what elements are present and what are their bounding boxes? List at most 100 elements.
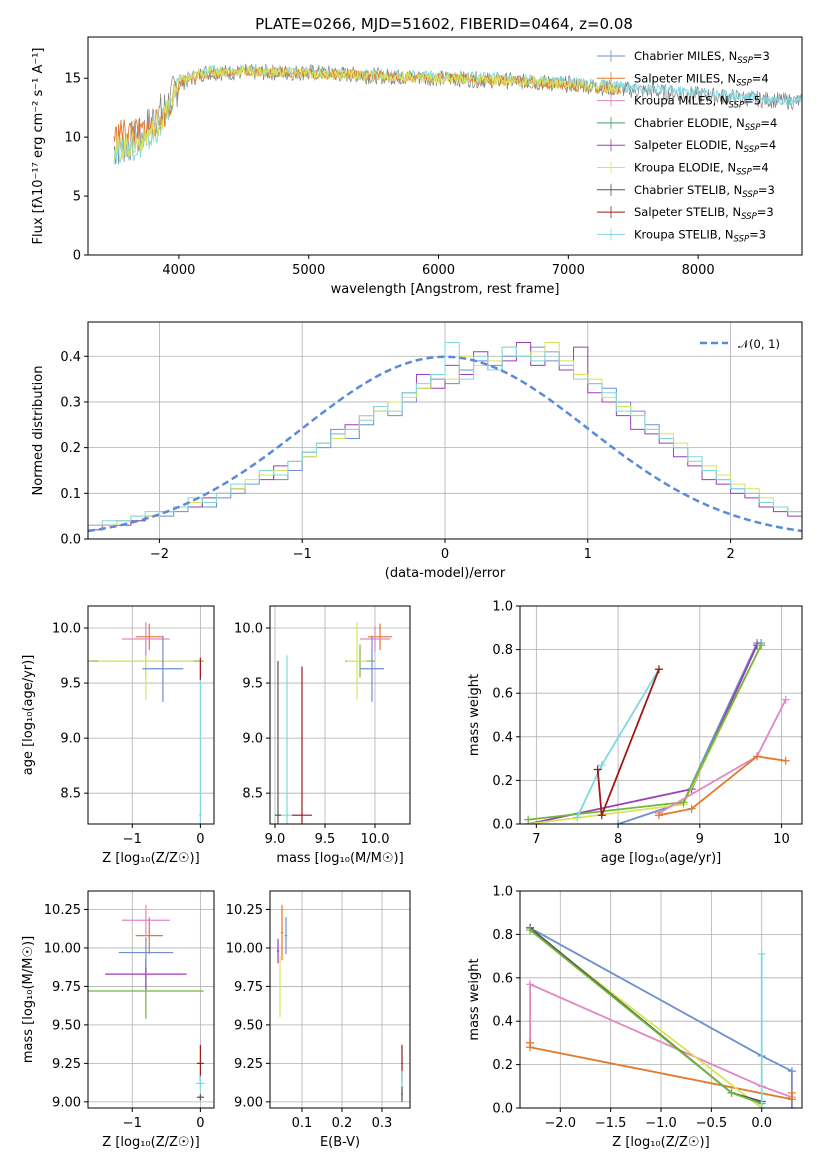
x-tick-label: 10.0 (361, 832, 390, 847)
legend-entry: 𝒩(0, 1) (738, 337, 780, 351)
y-tick-label: 0.2 (492, 1058, 513, 1073)
panel-spectrum: Chabrier MILES, NSSP=3 Salpeter MILES, NS… (31, 36, 803, 297)
data-point-marker (753, 752, 762, 761)
y-tick-label: 9.5 (60, 677, 81, 692)
data-point-marker (593, 765, 602, 774)
x-tick-label: 0.3 (372, 1116, 393, 1131)
legend-entry: Chabrier STELIB, NSSP=3 (634, 183, 775, 200)
x-tick-label: −1 (293, 547, 312, 562)
data-point-marker (526, 926, 535, 935)
y-tick-label: 9.75 (52, 980, 81, 995)
mass-weight-line (596, 668, 660, 816)
y-tick-label: 9.5 (242, 677, 263, 692)
data-point-marker (573, 813, 582, 822)
errorbar-point (284, 917, 288, 955)
y-tick-label: 10 (64, 131, 81, 146)
x-tick-label: 7000 (552, 263, 585, 278)
y-tick-label: 15 (64, 72, 81, 87)
data-point-marker (781, 756, 790, 765)
data-point-marker (757, 1104, 766, 1108)
y-tick-label: 8.5 (242, 787, 263, 802)
y-tick-label: 10.00 (44, 941, 81, 956)
errorbar-point (360, 625, 390, 653)
x-tick-label: −1 (123, 832, 142, 847)
y-tick-label: 8.5 (60, 787, 81, 802)
x-tick-label: 0.0 (751, 1116, 772, 1131)
plot-area (275, 622, 392, 824)
y-tick-label: 0.3 (60, 395, 81, 410)
mass-weight-line (528, 644, 758, 824)
y-axis-label: Flux [fλ10⁻¹⁷ erg cm⁻² s⁻¹ A⁻¹] (31, 48, 46, 245)
x-tick-label: 9.5 (315, 832, 336, 847)
panel-age_vs_Z: −1 0 8.5 9.0 9.5 10.0 Z [log₁₀(Z/Z☉)] age [log₁… (21, 605, 215, 866)
panel-massweight_vs_Z: −2.0 −1.5 −1.0 −0.5 0.0 0.0 0.2 0.4 0.6 0.8 1.0 Z [… (467, 885, 803, 1150)
errorbar-point (278, 955, 282, 1018)
x-tick-label: 6000 (422, 263, 455, 278)
y-tick-label: 9.50 (234, 1018, 263, 1033)
axes-frame (87, 890, 215, 1109)
errorbar-point (276, 938, 280, 964)
x-tick-label: 8000 (682, 263, 715, 278)
y-axis-label: mass weight (467, 958, 482, 1040)
x-tick-label: −0.5 (696, 1116, 728, 1131)
y-axis-label: mass weight (467, 674, 482, 756)
mass-weight-line (658, 755, 786, 817)
x-tick-label: 0.2 (332, 1116, 353, 1131)
errorbar-point (360, 635, 384, 702)
x-tick-label: 4000 (162, 263, 195, 278)
y-tick-label: 10.25 (44, 903, 81, 918)
plot-area (276, 904, 403, 1102)
x-tick-label: 10 (773, 832, 790, 847)
plot-area (113, 63, 802, 165)
figure-title: PLATE=0266, MJD=51602, FIBERID=0464, z=0… (255, 15, 633, 33)
y-axis-label: mass [log₁₀(M/M☉)] (21, 936, 36, 1063)
data-point-marker (781, 695, 790, 704)
x-axis-label: (data-model)/error (385, 566, 506, 581)
y-tick-label: 0.2 (492, 774, 513, 789)
plot-area (524, 639, 790, 824)
y-tick-label: 10.0 (52, 622, 81, 637)
legend-entry: Kroupa MILES, NSSP=5 (634, 94, 761, 111)
y-tick-label: 9.00 (234, 1095, 263, 1110)
data-point-marker (597, 811, 606, 820)
panel-residuals: 𝒩(0, 1) −2 −1 0 1 2 0.0 0.1 0.2 0.3 0.4 (data-model… (31, 321, 803, 581)
data-point-marker (757, 641, 766, 650)
plot-area (88, 622, 204, 824)
y-tick-label: 9.50 (52, 1018, 81, 1033)
panel-mass_vs_Z: −1 0 9.00 9.25 9.50 9.75 10.00 10.25 Z [log₁₀(Z/… (21, 890, 215, 1150)
data-point-marker (787, 1067, 796, 1076)
y-tick-label: 9.0 (60, 732, 81, 747)
y-axis-label: age [log₁₀(age/yr)] (21, 655, 36, 776)
y-tick-label: 0.8 (492, 643, 513, 658)
data-point-marker (687, 804, 696, 813)
histogram-series (88, 342, 802, 539)
data-point-marker (614, 820, 623, 824)
data-point-marker (526, 1043, 535, 1052)
plot-area (526, 923, 796, 1108)
errorbar-point (142, 635, 184, 702)
mass-weight-line (529, 927, 762, 1103)
y-tick-label: 9.0 (242, 732, 263, 747)
x-tick-label: −1.5 (595, 1116, 627, 1131)
axes-frame (87, 605, 215, 825)
x-tick-label: 0 (196, 832, 204, 847)
panel-age_vs_mass: 9.0 9.5 10.0 8.5 9.0 9.5 10.0 mass [log₁₀(M/M☉)… (234, 605, 411, 866)
axes-frame (519, 605, 803, 825)
errorbar-point (135, 623, 163, 651)
y-tick-label: 0.0 (492, 1102, 513, 1117)
errorbar-point (122, 622, 170, 656)
x-tick-label: 5000 (292, 263, 325, 278)
y-tick-label: 1.0 (492, 885, 513, 900)
axes-frame (269, 890, 411, 1109)
errorbar-point (196, 1075, 205, 1092)
mass-weight-line (529, 982, 793, 1099)
x-tick-label: −1 (123, 1116, 142, 1131)
axes-frame (87, 36, 803, 256)
data-point-marker (654, 811, 663, 820)
y-axis-label: Normed distribution (31, 366, 46, 496)
spectrum-legend: Chabrier MILES, NSSP=3 Salpeter MILES, NS… (597, 49, 777, 244)
data-point-marker (727, 1088, 736, 1097)
x-axis-label: Z [log₁₀(Z/Z☉)] (102, 1135, 199, 1150)
x-axis-label: age [log₁₀(age/yr)] (601, 851, 722, 866)
